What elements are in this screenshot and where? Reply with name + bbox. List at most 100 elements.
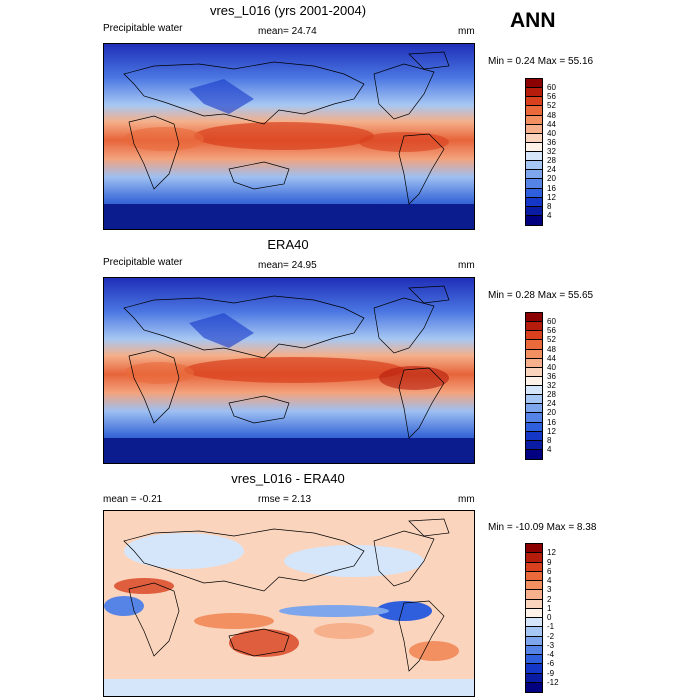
colorbar-tick-label: 0	[547, 613, 552, 622]
colorbar-swatch	[526, 367, 542, 377]
colorbar-tick-label: 48	[547, 110, 556, 120]
colorbar-swatch	[526, 313, 542, 323]
colorbar-tick-label: 60	[547, 83, 556, 93]
colorbar-tick-label: 16	[547, 183, 556, 193]
colorbar-tick-label: 24	[547, 399, 556, 409]
colorbar-tick-label: 60	[547, 317, 556, 327]
colorbar-swatch	[526, 170, 542, 180]
colorbar-tick-label: 20	[547, 408, 556, 418]
colorbar-tick-label: -12	[547, 677, 559, 687]
colorbar-swatch	[526, 645, 542, 655]
colorbar-tick-label: 32	[547, 381, 556, 390]
panel3-mean: mean = -0.21	[103, 494, 163, 505]
colorbar-swatch	[526, 440, 542, 450]
colorbar-tick-label: 52	[547, 335, 556, 345]
colorbar-tick-label: 44	[547, 353, 556, 363]
colorbar-swatch	[526, 636, 542, 646]
colorbar-swatch	[526, 152, 542, 162]
colorbar-swatch	[526, 618, 542, 628]
colorbar-swatch	[526, 386, 542, 396]
colorbar-swatch	[526, 349, 542, 359]
colorbar-difference	[525, 543, 543, 693]
panel1-units: mm	[458, 26, 475, 37]
coastlines	[123, 518, 450, 672]
colorbar-era40	[525, 312, 543, 460]
colorbar-tick-label: 28	[547, 390, 556, 400]
map-model	[103, 43, 475, 230]
colorbar-tick-label: 4	[547, 444, 552, 454]
colorbar-swatch	[526, 79, 542, 89]
coastlines	[123, 51, 450, 205]
colorbar-swatch	[526, 340, 542, 350]
colorbar-swatch	[526, 608, 542, 618]
colorbar-swatch	[526, 376, 542, 386]
colorbar-tick-label: -4	[547, 650, 555, 659]
panel1-minmax: Min = 0.24 Max = 55.16	[488, 56, 594, 67]
season-label: ANN	[510, 9, 556, 32]
colorbar-tick-label: 36	[547, 137, 556, 147]
colorbar-swatch	[526, 449, 542, 459]
colorbar-tick-label: 2	[547, 594, 552, 604]
colorbar-tick-label: 28	[547, 156, 556, 166]
map-model-svg	[104, 44, 474, 229]
colorbar-swatch	[526, 544, 542, 554]
coastlines	[123, 285, 450, 439]
panel2-minmax: Min = 0.28 Max = 55.65	[488, 290, 594, 301]
map-difference	[103, 510, 475, 697]
colorbar-tick-label: -3	[547, 640, 555, 650]
colorbar-tick-label: 36	[547, 371, 556, 381]
colorbar-tick-label: 44	[547, 119, 556, 129]
colorbar-tick-label: -2	[547, 631, 555, 641]
panel1-field: Precipitable water	[103, 23, 183, 34]
colorbar-tick-label: -6	[547, 659, 555, 669]
colorbar-swatch	[526, 413, 542, 423]
panel3-title: vres_L016 - ERA40	[231, 471, 345, 486]
panel2-units: mm	[458, 260, 475, 271]
colorbar-tick-label: 52	[547, 101, 556, 111]
panel1-mean: mean= 24.74	[258, 26, 317, 37]
colorbar-swatch	[526, 590, 542, 600]
colorbar-swatch	[526, 358, 542, 368]
colorbar-tick-label: 6	[547, 566, 552, 576]
colorbar-swatch	[526, 142, 542, 152]
colorbar-tick-label: 9	[547, 557, 552, 567]
colorbar-tick-label: 12	[547, 426, 556, 436]
colorbar-tick-label: 12	[547, 192, 556, 202]
colorbar-swatch	[526, 179, 542, 189]
colorbar-swatch	[526, 431, 542, 441]
map-difference-svg	[104, 511, 474, 696]
colorbar-swatch	[526, 106, 542, 116]
colorbar-swatch	[526, 161, 542, 171]
colorbar-swatch	[526, 97, 542, 107]
colorbar-swatch	[526, 422, 542, 432]
colorbar-tick-label: 56	[547, 326, 556, 336]
colorbar-swatch	[526, 562, 542, 572]
colorbar-swatch	[526, 599, 542, 609]
colorbar-tick-label: 48	[547, 344, 556, 354]
colorbar-swatch	[526, 215, 542, 225]
colorbar-tick-label: 8	[547, 435, 552, 445]
panel3-minmax: Min = -10.09 Max = 8.38	[488, 522, 597, 533]
colorbar-swatch	[526, 655, 542, 665]
colorbar-tick-label: 3	[547, 585, 552, 595]
colorbar-swatch	[526, 571, 542, 581]
colorbar-tick-label: 4	[547, 576, 552, 585]
colorbar-swatch	[526, 331, 542, 341]
colorbar-tick-label: 32	[547, 147, 556, 156]
colorbar-swatch	[526, 133, 542, 143]
colorbar-swatch	[526, 115, 542, 125]
colorbar-swatch	[526, 553, 542, 563]
colorbar-swatch	[526, 664, 542, 674]
colorbar-tick-label: -9	[547, 668, 555, 678]
colorbar-model	[525, 78, 543, 226]
colorbar-tick-label: 4	[547, 210, 552, 220]
colorbar-tick-label: 40	[547, 362, 556, 372]
colorbar-swatch	[526, 124, 542, 134]
colorbar-tick-label: 40	[547, 128, 556, 138]
colorbar-swatch	[526, 395, 542, 405]
colorbar-swatch	[526, 322, 542, 332]
colorbar-tick-label: 1	[547, 603, 552, 613]
colorbar-swatch	[526, 682, 542, 692]
colorbar-swatch	[526, 197, 542, 207]
panel3-units: mm	[458, 494, 475, 505]
